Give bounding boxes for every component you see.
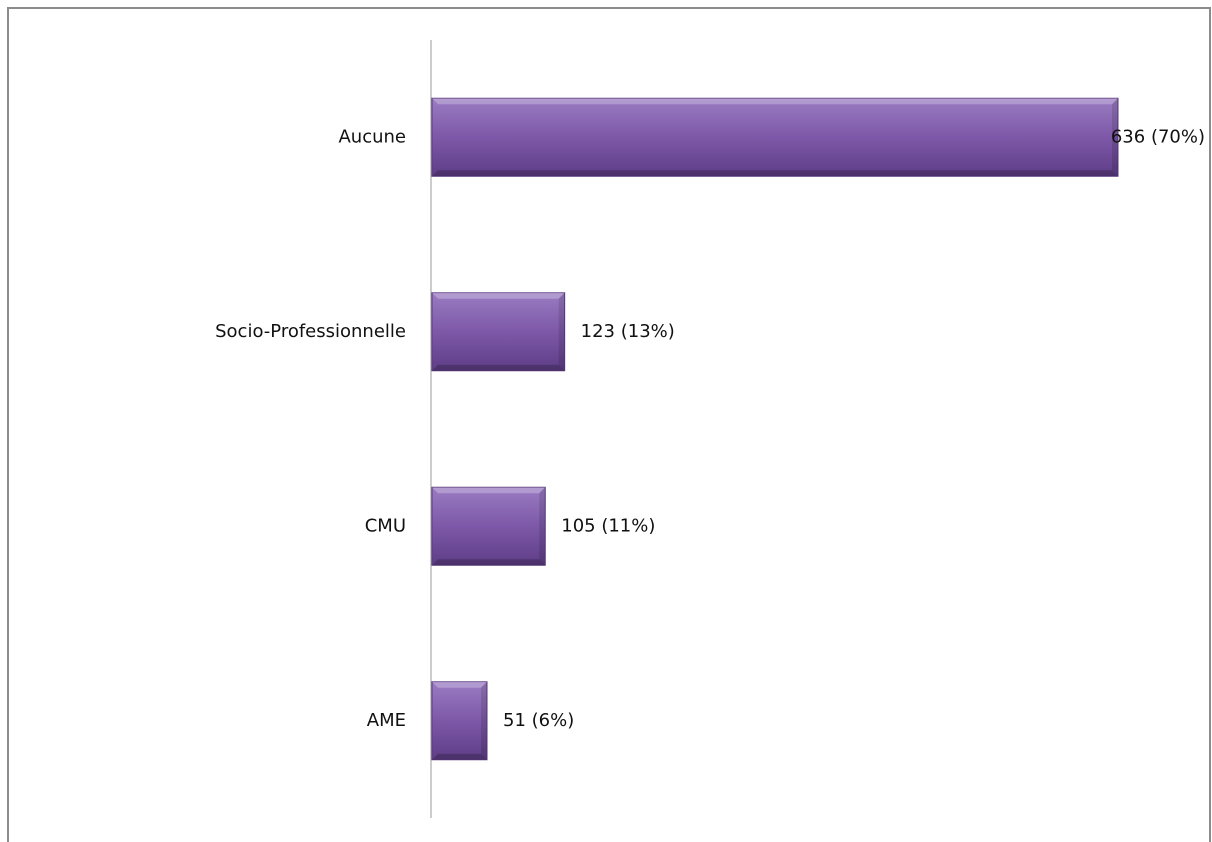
bar-bevel (1112, 98, 1118, 177)
frame (7, 7, 1211, 842)
category-label: Socio-Professionnelle (215, 321, 406, 342)
bar-bevel (432, 364, 565, 371)
bar-bevel (481, 681, 488, 760)
value-label: 51 (6%) (503, 710, 574, 731)
bar-bevel (539, 487, 546, 566)
bar-bevel (432, 753, 488, 760)
value-label: 636 (70%) (1111, 126, 1205, 147)
bar-bevel (432, 170, 1118, 177)
value-label: 123 (13%) (581, 321, 675, 342)
bar (431, 681, 488, 761)
value-label: 105 (11%) (561, 515, 655, 536)
bar-bevel (432, 292, 565, 299)
bar-bevel (432, 681, 488, 688)
bar-bevel (432, 559, 546, 566)
bar-bevel (558, 292, 565, 371)
bar (431, 97, 1119, 177)
category-label: AME (367, 710, 406, 731)
bar-bevel (432, 98, 1118, 105)
category-label: Aucune (338, 126, 406, 147)
bar (431, 292, 566, 372)
category-label: CMU (365, 515, 406, 536)
bar (431, 486, 546, 566)
bar-bevel (432, 487, 546, 494)
